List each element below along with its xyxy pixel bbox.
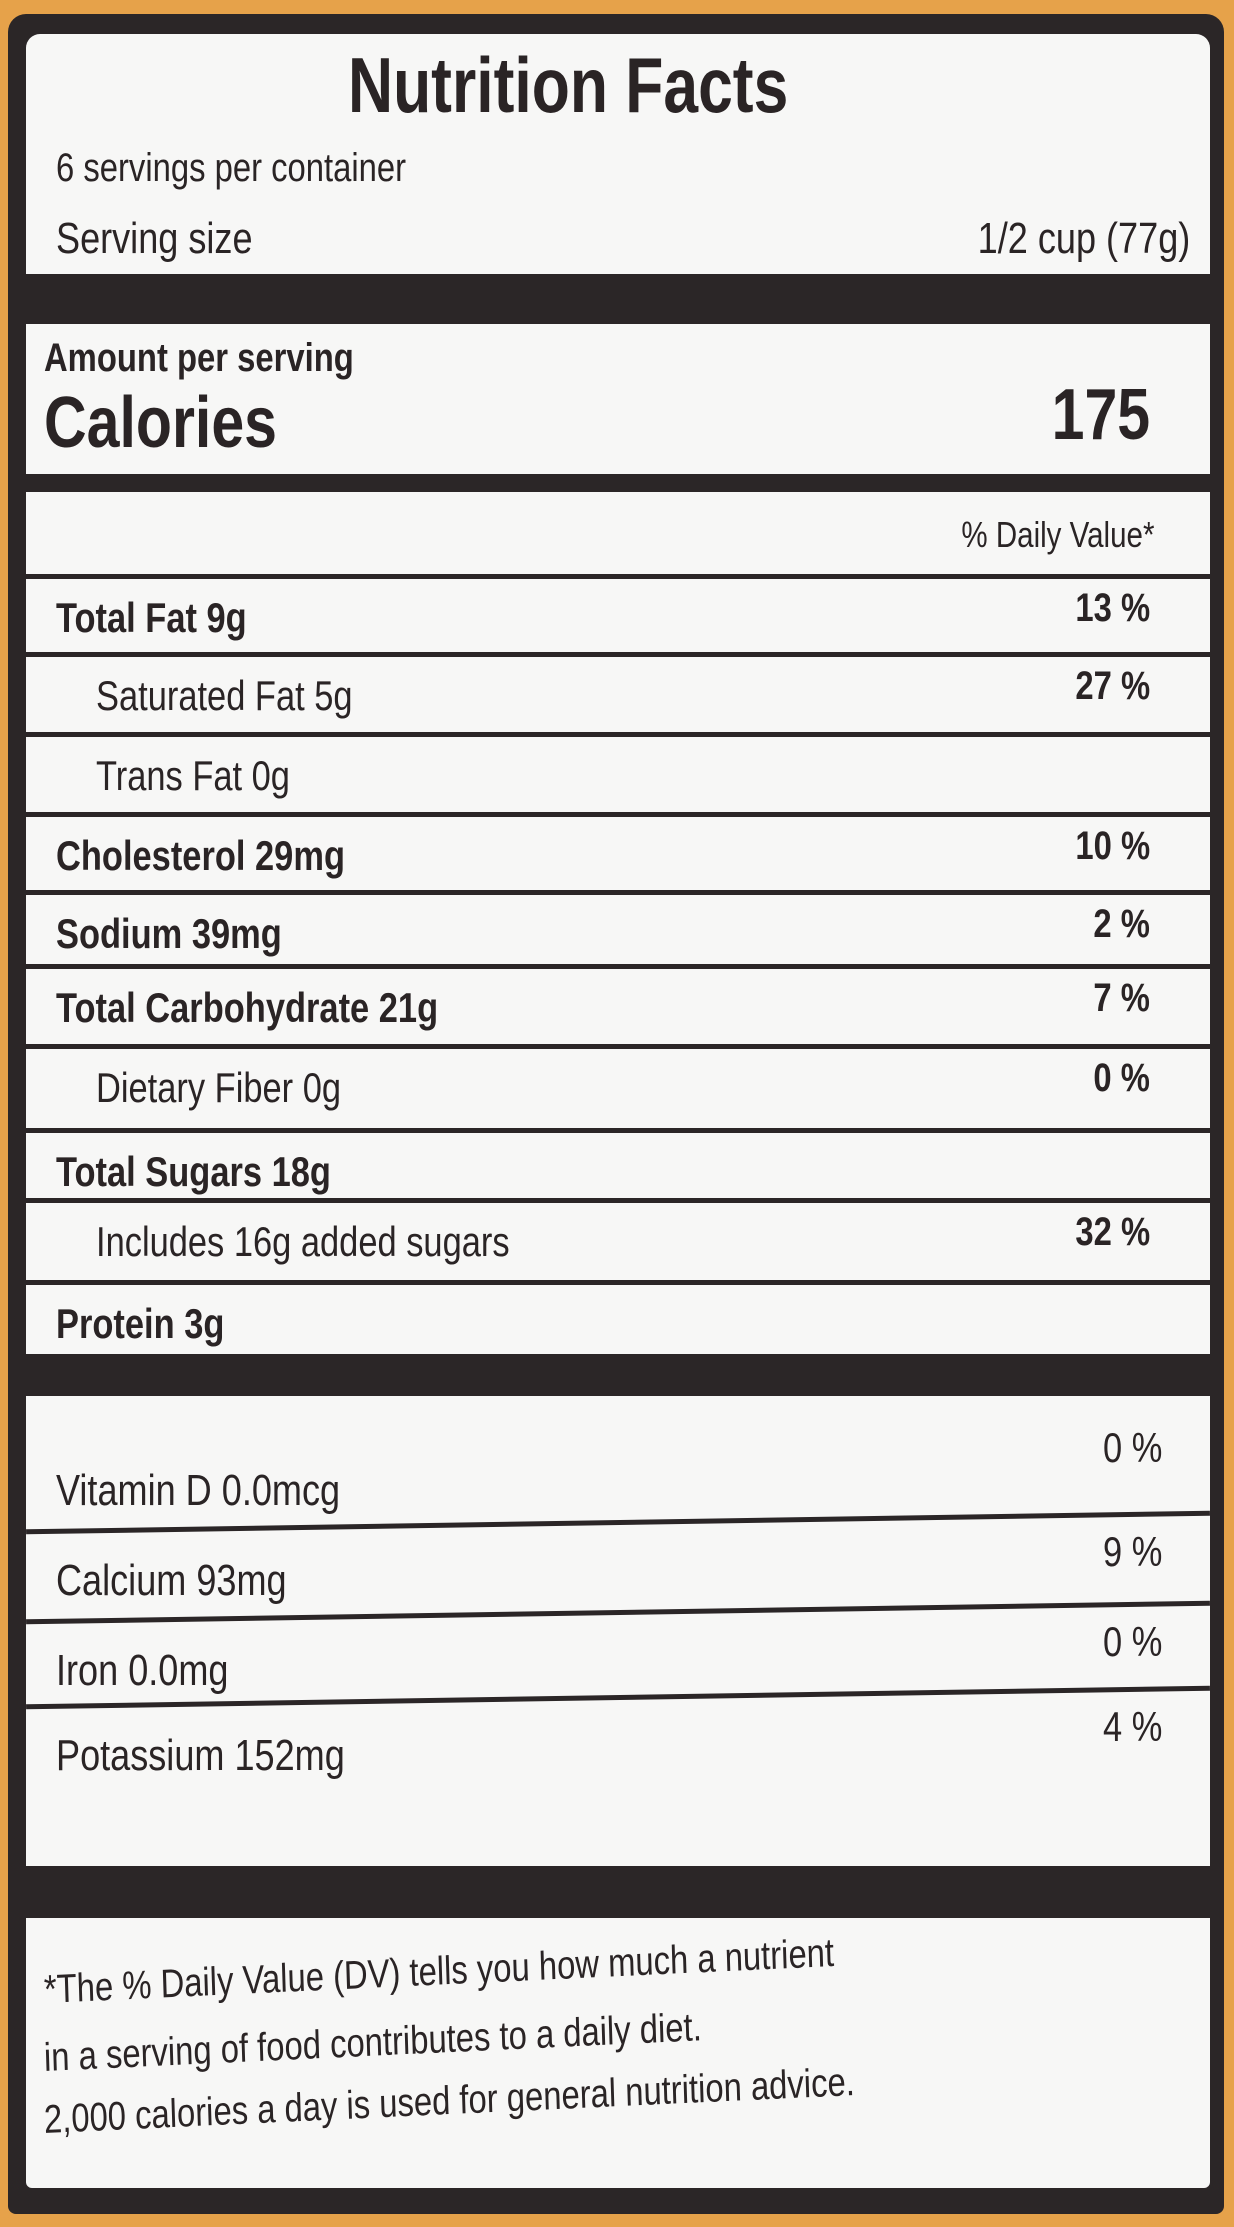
header-panel: Nutrition Facts 6 servings per container… [26,34,1210,274]
nutrient-daily-value: 13 % [1075,586,1150,630]
daily-value-header: % Daily Value* [960,514,1154,555]
nutrient-label: Sodium 39mg [56,910,282,957]
vitamin-daily-value: 4 % [1102,1703,1162,1750]
nutrient-label: Total Carbohydrate 21g [56,984,439,1031]
row-divider [26,812,1210,817]
row-divider [26,652,1210,657]
nutrient-daily-value: 10 % [1075,824,1150,868]
calories-label: Calories [44,383,277,463]
row-divider [26,1198,1210,1203]
nutrient-daily-value: 27 % [1075,664,1150,708]
nutrient-label: Dietary Fiber 0g [96,1064,342,1111]
row-divider [26,890,1210,895]
label-title: Nutrition Facts [348,41,789,129]
row-divider [26,574,1210,579]
nutrient-label: Trans Fat 0g [96,752,290,799]
nutrients-panel: % Daily Value* Total Fat 9g 13 % Saturated… [26,492,1210,1354]
row-divider [26,964,1210,969]
nutrient-label: Cholesterol 29mg [56,832,345,879]
serving-size-label: Serving size [56,214,253,263]
nutrient-daily-value: 32 % [1075,1210,1150,1254]
vitamin-daily-value: 0 % [1102,1618,1162,1665]
nutrient-label: Protein 3g [56,1300,225,1347]
nutrient-label: Total Fat 9g [56,594,247,641]
nutrient-label: Includes 16g added sugars [96,1218,510,1265]
vitamin-daily-value: 9 % [1102,1528,1162,1575]
nutrient-label: Saturated Fat 5g [96,672,353,719]
footnote-line-2: in a serving of food contributes to a da… [43,2005,703,2080]
nutrient-daily-value: 0 % [1093,1056,1150,1100]
nutrition-label: Nutrition Facts 6 servings per container… [8,14,1224,2214]
footnote-line-1: *The % Daily Value (DV) tells you how mu… [43,1931,835,2012]
nutrient-label: Total Sugars 18g [56,1148,331,1195]
vitamin-label: Iron 0.0mg [56,1646,229,1695]
servings-per-container: 6 servings per container [56,146,407,190]
serving-size-value: 1/2 cup (77g) [977,214,1190,263]
row-divider [26,732,1210,737]
amount-per-serving: Amount per serving [44,336,354,380]
footnote-panel: *The % Daily Value (DV) tells you how mu… [26,1918,1210,2188]
row-divider [26,1044,1210,1049]
calories-value: 175 [1051,375,1150,455]
vitamin-label: Vitamin D 0.0mcg [56,1466,341,1515]
vitamins-panel: Vitamin D 0.0mcg 0 % Calcium 93mg 9 % Iron 0… [26,1396,1210,1866]
vitamin-label: Potassium 152mg [56,1731,345,1780]
nutrient-daily-value: 2 % [1093,902,1150,946]
row-divider [26,1128,1210,1133]
vitamin-label: Calcium 93mg [56,1556,287,1605]
row-divider [26,1280,1210,1285]
calories-panel: Amount per serving Calories 175 [26,324,1210,474]
vitamin-daily-value: 0 % [1102,1424,1162,1471]
nutrient-daily-value: 7 % [1093,976,1150,1020]
